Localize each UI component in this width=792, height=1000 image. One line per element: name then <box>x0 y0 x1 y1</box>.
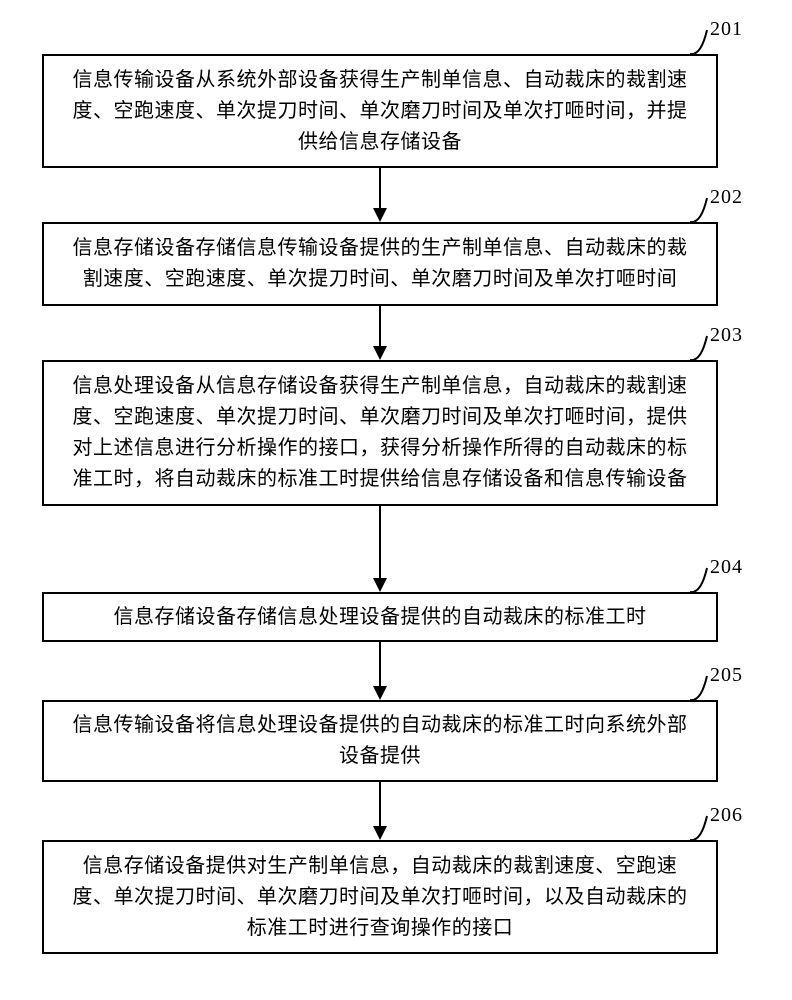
flow-step-text: 信息处理设备从信息存储设备获得生产制单信息，自动裁床的裁割速度、空跑速度、单次提… <box>66 371 694 495</box>
flow-step: 信息传输设备从系统外部设备获得生产制单信息、自动裁床的裁割速度、空跑速度、单次提… <box>42 54 718 168</box>
flow-step-text: 信息存储设备提供对生产制单信息，自动裁床的裁割速度、空跑速度、单次提刀时间、单次… <box>66 851 694 944</box>
flow-arrow <box>368 642 392 700</box>
flow-arrow <box>368 168 392 222</box>
flow-arrow <box>368 782 392 840</box>
flow-step: 信息存储设备提供对生产制单信息，自动裁床的裁割速度、空跑速度、单次提刀时间、单次… <box>42 840 718 954</box>
callout-line <box>682 190 723 238</box>
callout-line <box>682 560 723 608</box>
flow-step: 信息传输设备将信息处理设备提供的自动裁床的标准工时向系统外部设备提供 <box>42 700 718 782</box>
callout-line <box>682 808 723 856</box>
flow-step-text: 信息传输设备将信息处理设备提供的自动裁床的标准工时向系统外部设备提供 <box>66 710 694 772</box>
flow-arrow <box>368 306 392 360</box>
flow-step: 信息存储设备存储信息处理设备提供的自动裁床的标准工时 <box>42 592 718 642</box>
callout-line <box>682 328 723 376</box>
flow-step: 信息处理设备从信息存储设备获得生产制单信息，自动裁床的裁割速度、空跑速度、单次提… <box>42 360 718 506</box>
callout-line <box>682 668 723 716</box>
flow-arrow <box>368 506 392 592</box>
flow-step-text: 信息传输设备从系统外部设备获得生产制单信息、自动裁床的裁割速度、空跑速度、单次提… <box>66 65 694 158</box>
callout-line <box>682 22 723 70</box>
flow-step-text: 信息存储设备存储信息处理设备提供的自动裁床的标准工时 <box>114 602 647 633</box>
flow-step: 信息存储设备存储信息传输设备提供的生产制单信息、自动裁床的裁割速度、空跑速度、单… <box>42 222 718 306</box>
flow-step-text: 信息存储设备存储信息传输设备提供的生产制单信息、自动裁床的裁割速度、空跑速度、单… <box>66 233 694 295</box>
